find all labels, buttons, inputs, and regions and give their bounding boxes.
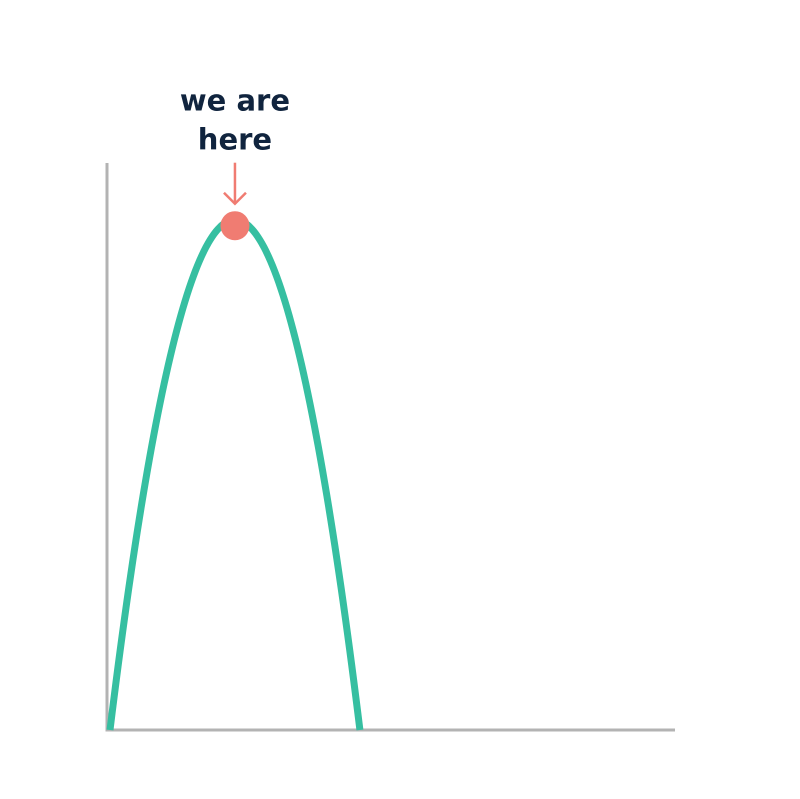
current-position-marker: [220, 211, 250, 241]
annotation-label-line-2: here: [198, 123, 272, 157]
annotation-arrow-head: [223, 191, 247, 206]
curve-series: [106, 216, 364, 731]
annotation-label-line-1: we are: [180, 84, 290, 118]
